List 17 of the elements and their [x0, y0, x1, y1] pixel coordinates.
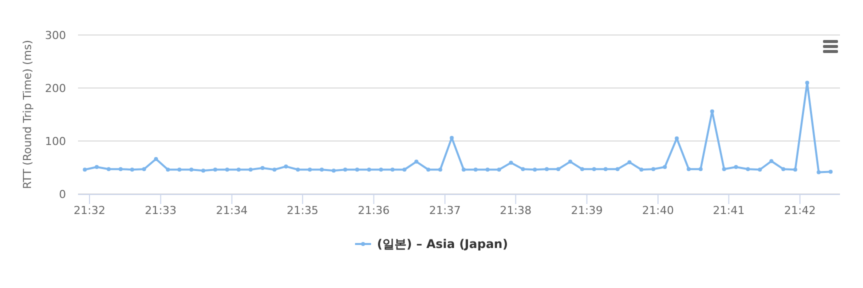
- y-tick-label: 300: [45, 29, 66, 42]
- x-tick-label: 21:37: [429, 204, 461, 217]
- x-tick-label: 21:40: [642, 204, 674, 217]
- x-tick-label: 21:39: [571, 204, 603, 217]
- x-tick-label: 21:42: [784, 204, 816, 217]
- x-tick-label: 21:36: [358, 204, 390, 217]
- x-tick-label: 21:38: [500, 204, 532, 217]
- x-tick-label: 21:32: [74, 204, 106, 217]
- x-tick-label: 21:41: [712, 204, 745, 217]
- y-tick-label: 100: [45, 135, 66, 148]
- y-axis-title: RTT (Round Trip Time) (ms): [21, 40, 34, 190]
- x-tick-label: 21:34: [216, 204, 248, 217]
- y-tick-label: 200: [45, 82, 66, 95]
- x-tick-label: 21:35: [286, 204, 318, 217]
- x-tick-label: 21:33: [144, 204, 177, 217]
- y-tick-label: 0: [59, 188, 66, 201]
- legend-label: (일본) – Asia (Japan): [377, 237, 508, 251]
